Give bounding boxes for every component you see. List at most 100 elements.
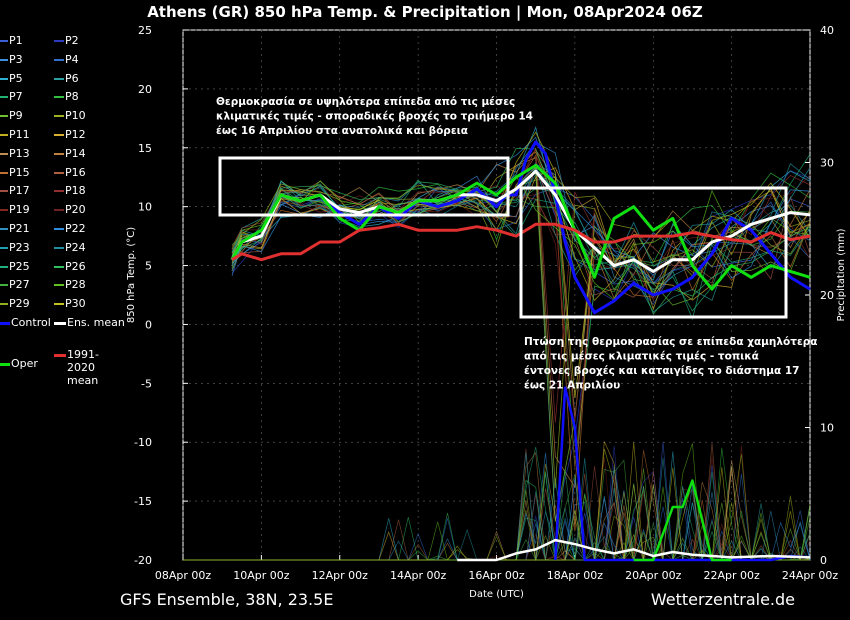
legend-item-oper: Oper <box>0 357 38 370</box>
legend-item-p1: P1 <box>0 34 23 47</box>
legend-label: P24 <box>65 240 86 254</box>
annotation-upper-text: Θερμοκρασία σε υψηλότερα επίπεδα από τις… <box>216 96 533 137</box>
legend-label: P14 <box>65 146 86 160</box>
legend-label: P29 <box>9 297 30 311</box>
legend-swatch <box>54 134 64 136</box>
legend-swatch <box>54 303 64 306</box>
legend-swatch <box>54 77 64 80</box>
legend-item-p2: P2 <box>54 34 79 47</box>
model-info: GFS Ensemble, 38N, 23.5E <box>120 590 334 609</box>
legend-swatch <box>54 322 66 325</box>
legend-item-p16: P16 <box>54 166 86 179</box>
y-tick-label: -20 <box>134 554 152 567</box>
legend-item-p22: P22 <box>54 222 86 235</box>
legend-item-p11: P11 <box>0 128 30 141</box>
legend-item-p25: P25 <box>0 260 30 273</box>
legend-label: P22 <box>65 222 86 235</box>
x-tick-label: 18Apr 00z <box>547 569 604 582</box>
y-tick-label: 10 <box>138 201 152 214</box>
legend-swatch <box>54 58 64 61</box>
legend-item-p8: P8 <box>54 90 79 103</box>
legend-label: P19 <box>9 203 30 217</box>
legend-swatch <box>0 171 8 174</box>
y-tick-label: 5 <box>145 260 152 273</box>
series-control <box>230 140 811 315</box>
series-oper <box>230 163 811 291</box>
ensemble-member-line <box>231 167 811 301</box>
legend-label: P25 <box>9 259 30 273</box>
legend-swatch <box>0 228 8 230</box>
legend-item-p30: P30 <box>54 297 86 310</box>
legend-swatch <box>0 190 8 193</box>
legend-label: P2 <box>65 34 79 47</box>
x-tick-label: 16Apr 00z <box>468 569 525 582</box>
legend-item-p3: P3 <box>0 53 23 66</box>
legend-swatch <box>54 246 64 249</box>
x-tick-label: 12Apr 00z <box>312 569 369 582</box>
legend-label: P3 <box>9 52 23 66</box>
legend-label: Ens. mean <box>67 316 125 329</box>
legend-swatch <box>54 152 64 155</box>
y-tick-label: -15 <box>134 495 152 508</box>
legend-label: P7 <box>9 90 23 104</box>
series-1991-2020-mean <box>231 222 811 262</box>
legend-swatch <box>54 40 64 42</box>
legend-item-p14: P14 <box>54 147 86 160</box>
site-credit: Wetterzentrale.de <box>650 590 795 609</box>
legend-swatch <box>0 246 8 249</box>
annotation-lower-text: Πτώση της θερμοκρασίας σε επίπεδα χαμηλό… <box>524 336 818 392</box>
legend-item-p17: P17 <box>0 184 30 197</box>
legend-swatch <box>0 40 8 42</box>
legend-swatch <box>0 363 10 367</box>
x-tick-label: 24Apr 00z <box>782 569 839 582</box>
legend-label: P13 <box>9 146 30 160</box>
legend-item-p10: P10 <box>54 109 86 122</box>
ensemble-member-line <box>231 136 811 279</box>
legend-label: P27 <box>9 278 30 292</box>
legend-label: P23 <box>9 240 30 254</box>
legend-item-p12: P12 <box>54 128 86 141</box>
legend-label: P9 <box>9 109 23 123</box>
legend-swatch <box>54 228 64 230</box>
legend-swatch <box>54 209 64 212</box>
y-tick-label: 20 <box>138 83 152 96</box>
legend-label: P8 <box>65 90 79 104</box>
legend-swatch <box>0 77 8 80</box>
legend-item-p15: P15 <box>0 166 30 179</box>
y2-tick-label: 0 <box>820 554 827 567</box>
legend-item-p9: P9 <box>0 109 23 122</box>
series-control-precip <box>554 386 811 562</box>
y2-tick-label: 20 <box>820 289 834 302</box>
legend-item-p28: P28 <box>54 278 86 291</box>
legend-label: P5 <box>9 71 23 85</box>
legend-item-p13: P13 <box>0 147 30 160</box>
ensemble-member-line <box>231 148 811 316</box>
legend-label: P10 <box>65 109 86 123</box>
legend-item-p18: P18 <box>54 184 86 197</box>
legend-swatch <box>54 265 64 268</box>
legend-item-1991-2020-mean: 1991-2020 mean <box>54 348 124 387</box>
legend-swatch <box>54 96 64 99</box>
y2-tick-label: 30 <box>820 157 834 170</box>
legend-swatch <box>0 134 8 136</box>
legend-swatch <box>0 58 8 61</box>
x-tick-label: 14Apr 00z <box>390 569 447 582</box>
legend-label: Control <box>11 316 51 329</box>
legend-swatch <box>54 353 66 357</box>
ensemble-member-line <box>231 166 811 489</box>
legend-label: P28 <box>65 278 86 292</box>
legend-swatch <box>0 265 8 268</box>
legend-item-p26: P26 <box>54 260 86 273</box>
legend-item-control: Control <box>0 316 51 329</box>
ensemble-member-line <box>231 126 811 281</box>
legend-label: 1991-2020 mean <box>67 347 99 387</box>
legend-swatch <box>0 284 8 287</box>
legend-item-p24: P24 <box>54 241 86 254</box>
legend-label: P15 <box>9 165 30 179</box>
ensemble-member-line <box>231 172 811 468</box>
legend-swatch <box>54 171 64 174</box>
ensemble-member-line <box>231 163 811 285</box>
legend-label: P20 <box>65 203 86 217</box>
chart-title: Athens (GR) 850 hPa Temp. & Precipitatio… <box>147 3 703 21</box>
